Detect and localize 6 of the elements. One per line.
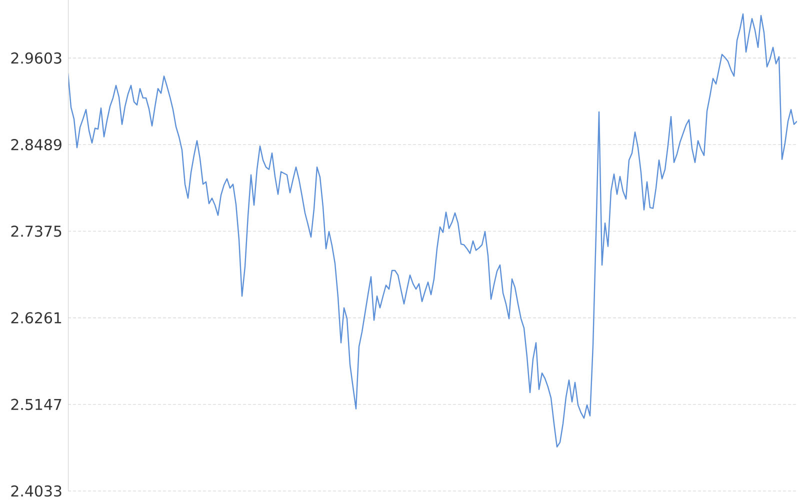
y-tick-label: 2.8489 bbox=[11, 138, 62, 150]
y-tick-label: 2.4033 bbox=[11, 485, 62, 497]
y-tick-label: 2.7375 bbox=[11, 226, 62, 237]
y-tick-label: 2.6261 bbox=[11, 312, 62, 324]
y-tick-label: 2.5147 bbox=[11, 398, 62, 410]
y-tick-label: 2.9603 bbox=[11, 52, 62, 64]
